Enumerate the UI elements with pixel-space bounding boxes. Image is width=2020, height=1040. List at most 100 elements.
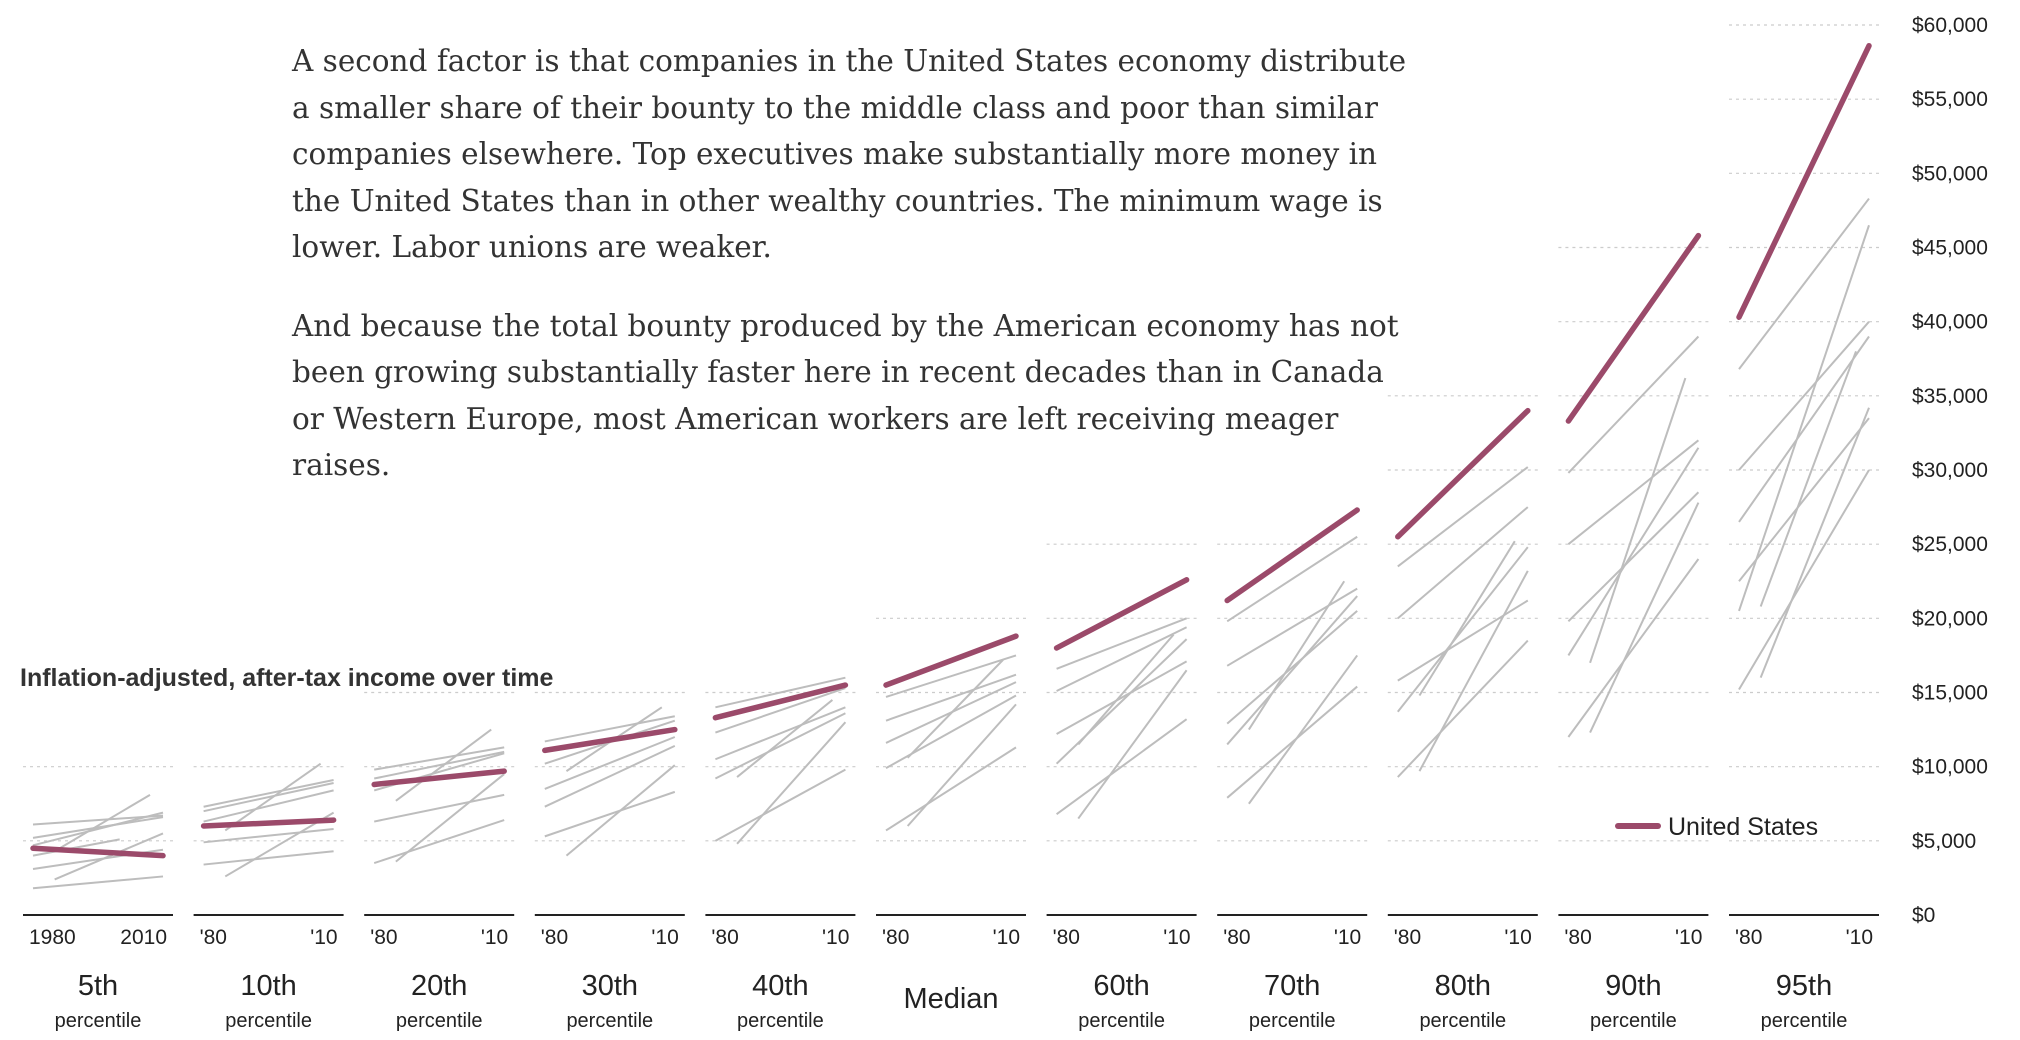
percentile-label: 20th	[411, 970, 467, 1002]
percentile-label: 60th	[1093, 970, 1149, 1002]
other-country-line	[374, 746, 505, 771]
y-tick-label: $30,000	[1912, 459, 1988, 482]
us-line	[1053, 577, 1190, 651]
other-country-line	[565, 764, 676, 857]
percentile-sublabel: percentile	[396, 1010, 483, 1032]
x-tick-label: '10	[1334, 926, 1361, 949]
x-tick-label: '10	[1163, 926, 1190, 949]
y-tick-label: $40,000	[1912, 311, 1988, 334]
other-country-line	[1248, 580, 1346, 731]
other-country-line	[1738, 321, 1870, 471]
percentile-sublabel: percentile	[225, 1010, 312, 1032]
other-country-line	[1226, 685, 1358, 799]
other-country-line	[1738, 417, 1870, 582]
other-country-line	[736, 721, 847, 845]
percentile-sublabel: percentile	[55, 1010, 142, 1032]
other-country-line	[203, 782, 334, 813]
other-country-line	[906, 659, 1004, 759]
x-tick-label: '80	[1394, 926, 1421, 949]
percentile-sublabel: percentile	[1078, 1010, 1165, 1032]
x-tick-label: '80	[1735, 926, 1762, 949]
other-country-line	[1418, 570, 1529, 772]
x-tick-label: '80	[541, 926, 568, 949]
other-country-line	[1738, 335, 1870, 523]
us-line	[30, 845, 166, 859]
other-country-line	[544, 790, 676, 838]
percentile-sublabel: percentile	[1761, 1010, 1848, 1032]
x-tick-label: '80	[882, 926, 909, 949]
chart-title: Inflation-adjusted, after-tax income ove…	[20, 664, 554, 692]
other-country-line	[54, 832, 164, 881]
other-country-line	[1056, 660, 1188, 735]
other-country-line	[1226, 535, 1358, 623]
x-tick-label: '80	[1223, 926, 1250, 949]
x-tick-label: '10	[993, 926, 1020, 949]
other-country-line	[1567, 439, 1700, 545]
x-tick-label: '80	[711, 926, 738, 949]
other-country-line	[1077, 633, 1175, 746]
us-line	[883, 633, 1019, 688]
other-country-line	[32, 811, 164, 847]
other-country-line	[1759, 350, 1857, 607]
legend: United States	[1615, 813, 1818, 841]
percentile-sublabel: percentile	[566, 1010, 653, 1032]
other-country-line	[1759, 407, 1870, 679]
x-tick-label: '10	[1846, 926, 1873, 949]
x-tick-label: '10	[1675, 926, 1702, 949]
percentile-label: 70th	[1264, 970, 1320, 1002]
other-country-line	[1418, 540, 1516, 696]
other-country-line	[544, 744, 676, 808]
x-tick-label: '10	[310, 926, 337, 949]
other-country-line	[32, 875, 164, 890]
other-country-line	[736, 699, 834, 778]
other-country-line	[1738, 224, 1870, 612]
other-country-line	[1397, 639, 1529, 778]
x-tick-label: '10	[822, 926, 849, 949]
other-country-line	[1397, 546, 1529, 713]
percentile-label: 30th	[582, 970, 638, 1002]
x-tick-label: '10	[1504, 926, 1531, 949]
other-country-line	[715, 706, 846, 761]
other-country-line	[395, 773, 505, 863]
percentile-label: 40th	[752, 970, 808, 1002]
other-country-line	[32, 816, 164, 839]
y-tick-label: $0	[1912, 904, 1935, 927]
percentile-label: 95th	[1776, 970, 1832, 1002]
other-country-line	[1397, 466, 1529, 568]
other-country-line	[1248, 654, 1359, 805]
x-tick-label: '80	[1053, 926, 1080, 949]
other-country-line	[714, 768, 846, 842]
percentile-sublabel: percentile	[1249, 1010, 1336, 1032]
other-country-line	[1397, 506, 1529, 620]
y-tick-label: $50,000	[1912, 162, 1988, 185]
us-line	[1565, 232, 1702, 424]
other-country-line	[1226, 595, 1358, 746]
percentile-label: Median	[903, 983, 998, 1015]
article-text: A second factor is that companies in the…	[292, 38, 1412, 521]
us-line	[542, 726, 678, 754]
other-country-line	[1738, 469, 1870, 691]
other-country-line	[1567, 335, 1700, 474]
other-country-line	[1226, 587, 1358, 667]
other-country-line	[885, 673, 1017, 722]
other-country-line	[373, 793, 505, 823]
other-country-line	[544, 715, 675, 743]
other-country-line	[715, 676, 846, 709]
other-country-line	[1397, 599, 1529, 682]
percentile-label: 5th	[78, 970, 118, 1002]
us-line	[1224, 507, 1360, 604]
other-country-line	[224, 762, 322, 832]
other-country-line	[906, 703, 1017, 827]
percentile-label: 80th	[1435, 970, 1491, 1002]
percentile-label: 10th	[240, 970, 296, 1002]
x-tick-label: 2010	[120, 926, 167, 949]
other-country-line	[54, 793, 151, 853]
other-country-line	[1567, 447, 1700, 656]
other-countries-lines	[32, 197, 1870, 890]
other-country-line	[32, 838, 120, 857]
other-country-line	[715, 687, 846, 734]
percentile-sublabel: percentile	[1419, 1010, 1506, 1032]
y-tick-label: $25,000	[1912, 533, 1988, 556]
